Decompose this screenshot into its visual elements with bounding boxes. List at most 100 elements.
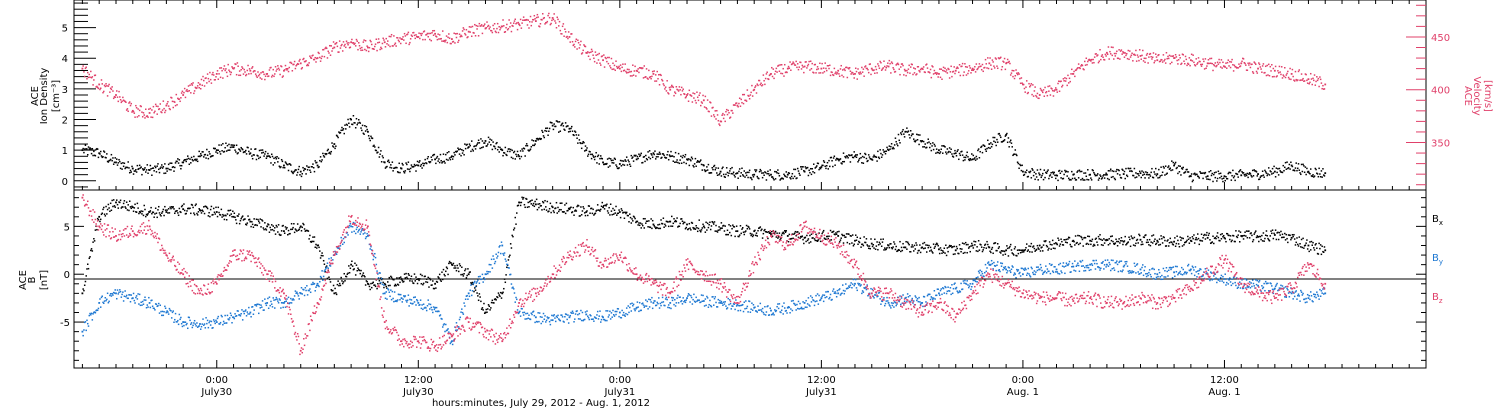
density-point [1091,169,1094,171]
velocity-point [995,58,997,60]
bx-point [980,246,983,248]
density-point [1295,162,1297,164]
bx-point [1096,244,1099,246]
density-point [693,163,696,165]
density-point [383,161,386,164]
velocity-point [168,107,171,110]
density-point [1054,177,1057,180]
velocity-point [233,67,236,69]
velocity-point [203,79,205,82]
density-point [557,121,559,123]
bx-point [132,210,135,213]
x-tick-label-time: 12:00 [404,375,433,386]
velocity-point [586,52,588,54]
velocity-point [432,30,434,32]
velocity-point [929,71,931,74]
density-point [738,168,741,170]
velocity-point [134,116,136,118]
bx-point [542,201,545,204]
bx-point [866,244,868,246]
velocity-point [290,61,292,64]
density-point [708,172,710,174]
density-point [971,153,973,155]
density-point [103,150,105,152]
velocity-point [1051,89,1054,92]
bx-point [496,296,499,299]
velocity-point [336,45,339,48]
bx-point [948,246,950,248]
bx-point [284,226,287,228]
bx-point [646,220,649,222]
velocity-point [893,68,895,71]
bx-point [1132,244,1135,246]
density-point [900,133,903,136]
velocity-point [1022,83,1024,86]
density-point [683,161,685,164]
density-point [433,153,436,156]
density-point [1308,172,1310,174]
density-point [928,141,930,143]
density-point [361,124,364,127]
bx-point [856,236,859,239]
velocity-point [1252,72,1255,74]
bx-point [1071,245,1073,248]
velocity-point [394,42,397,44]
density-point [700,159,702,161]
density-point [930,149,933,152]
bx-point [782,231,784,234]
density-point [1307,170,1310,173]
bx-point [744,231,746,233]
velocity-point [1296,79,1298,82]
density-point [82,147,84,150]
bx-point [969,250,971,253]
velocity-point [1285,74,1288,76]
velocity-point [1003,57,1006,60]
velocity-point [423,30,426,32]
density-point [1212,180,1214,183]
velocity-point [594,51,597,53]
density-point [585,149,588,152]
density-point [899,142,901,144]
bx-point [235,222,238,225]
density-point [281,160,284,163]
velocity-point [298,60,300,62]
density-point [1016,161,1019,163]
bx-point [1023,249,1026,252]
bx-point [413,273,416,275]
bx-point [619,216,622,219]
bx-point [835,233,838,235]
bx-point [396,277,398,279]
bx-point [330,289,333,291]
density-point [581,142,584,145]
velocity-point [502,19,504,21]
bx-point [1059,243,1062,245]
bx-point [438,273,441,276]
density-point [860,157,862,159]
velocity-point [806,65,809,67]
density-point [387,159,390,162]
bx-point [842,234,844,237]
bx-point [971,244,974,247]
density-point [172,166,174,168]
density-point [1142,174,1144,176]
bx-point [387,284,390,287]
density-point [443,160,446,163]
density-point [896,144,899,147]
density-point [765,179,768,181]
velocity-point [742,102,745,105]
velocity-point [808,60,810,63]
velocity-point [1062,78,1065,80]
bx-point [155,212,158,214]
velocity-point [149,107,152,110]
bx-point [838,230,840,233]
bx-point [152,211,155,214]
density-point [1090,177,1092,179]
bx-point [1125,244,1127,246]
velocity-point [251,66,254,68]
density-point [1106,177,1109,180]
bx-point [199,210,202,212]
bx-point [106,208,109,211]
velocity-point [788,67,791,69]
bx-point [711,220,713,223]
bx-point [869,247,871,250]
